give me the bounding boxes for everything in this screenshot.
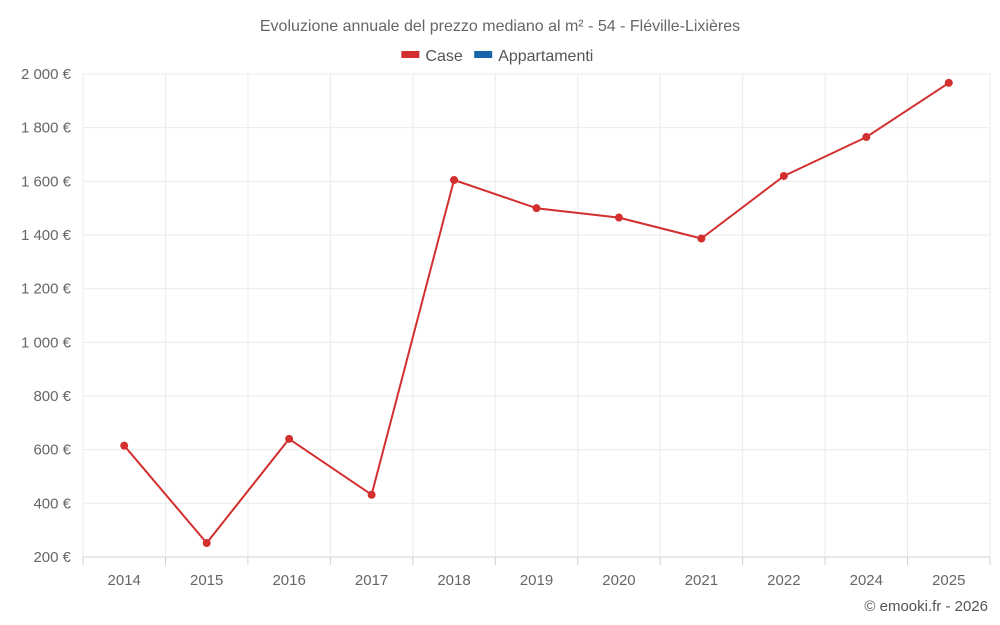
credit-text: © emooki.fr - 2026	[864, 598, 988, 615]
x-tick-label: 2025	[932, 572, 965, 589]
legend-label: Appartamenti	[498, 48, 593, 65]
x-tick-label: 2014	[108, 572, 141, 589]
data-point[interactable]	[532, 204, 541, 213]
legend-swatch	[474, 51, 493, 58]
legend-item-case[interactable]: Case	[401, 48, 463, 65]
legend-label: Case	[425, 48, 462, 65]
y-tick-label: 800 €	[33, 388, 71, 405]
data-point[interactable]	[779, 171, 788, 180]
x-tick-label: 2017	[355, 572, 388, 589]
chart-legend[interactable]: Case Appartamenti	[401, 48, 593, 65]
chart-title: Evoluzione annuale del prezzo mediano al…	[260, 18, 740, 35]
data-point[interactable]	[367, 490, 376, 499]
grid-lines	[82, 73, 991, 565]
x-tick-label: 2022	[767, 572, 800, 589]
y-tick-label: 1 800 €	[21, 120, 72, 137]
series-layer	[120, 78, 953, 548]
x-tick-label: 2016	[272, 572, 305, 589]
legend-swatch	[401, 51, 420, 58]
y-tick-label: 400 €	[33, 495, 71, 512]
data-point[interactable]	[944, 78, 953, 87]
data-point[interactable]	[285, 434, 294, 443]
legend-item-appartamenti[interactable]: Appartamenti	[474, 48, 593, 65]
data-point[interactable]	[614, 213, 623, 222]
x-tick-label: 2021	[685, 572, 718, 589]
x-axis: 2014 2015 2016 2017 2018 2019 2020 2021 2022 2024…	[108, 572, 966, 589]
x-tick-label: 2015	[190, 572, 223, 589]
data-point[interactable]	[202, 539, 211, 548]
y-axis: 200 € 400 € 600 € 800 € 1 000 € 1 200 € 1 400 …	[21, 66, 72, 566]
x-tick-label: 2024	[850, 572, 883, 589]
data-point[interactable]	[120, 441, 129, 450]
y-tick-label: 1 400 €	[21, 227, 72, 244]
data-point[interactable]	[862, 133, 871, 142]
y-tick-label: 1 600 €	[21, 173, 72, 190]
x-tick-label: 2018	[437, 572, 470, 589]
data-point[interactable]	[450, 175, 459, 184]
x-tick-label: 2019	[520, 572, 553, 589]
y-tick-label: 200 €	[33, 549, 71, 566]
y-tick-label: 600 €	[33, 442, 71, 459]
data-point[interactable]	[697, 234, 706, 243]
y-tick-label: 1 200 €	[21, 281, 72, 298]
y-tick-label: 1 000 €	[21, 334, 72, 351]
y-tick-label: 2 000 €	[21, 66, 72, 83]
x-tick-label: 2020	[602, 572, 635, 589]
